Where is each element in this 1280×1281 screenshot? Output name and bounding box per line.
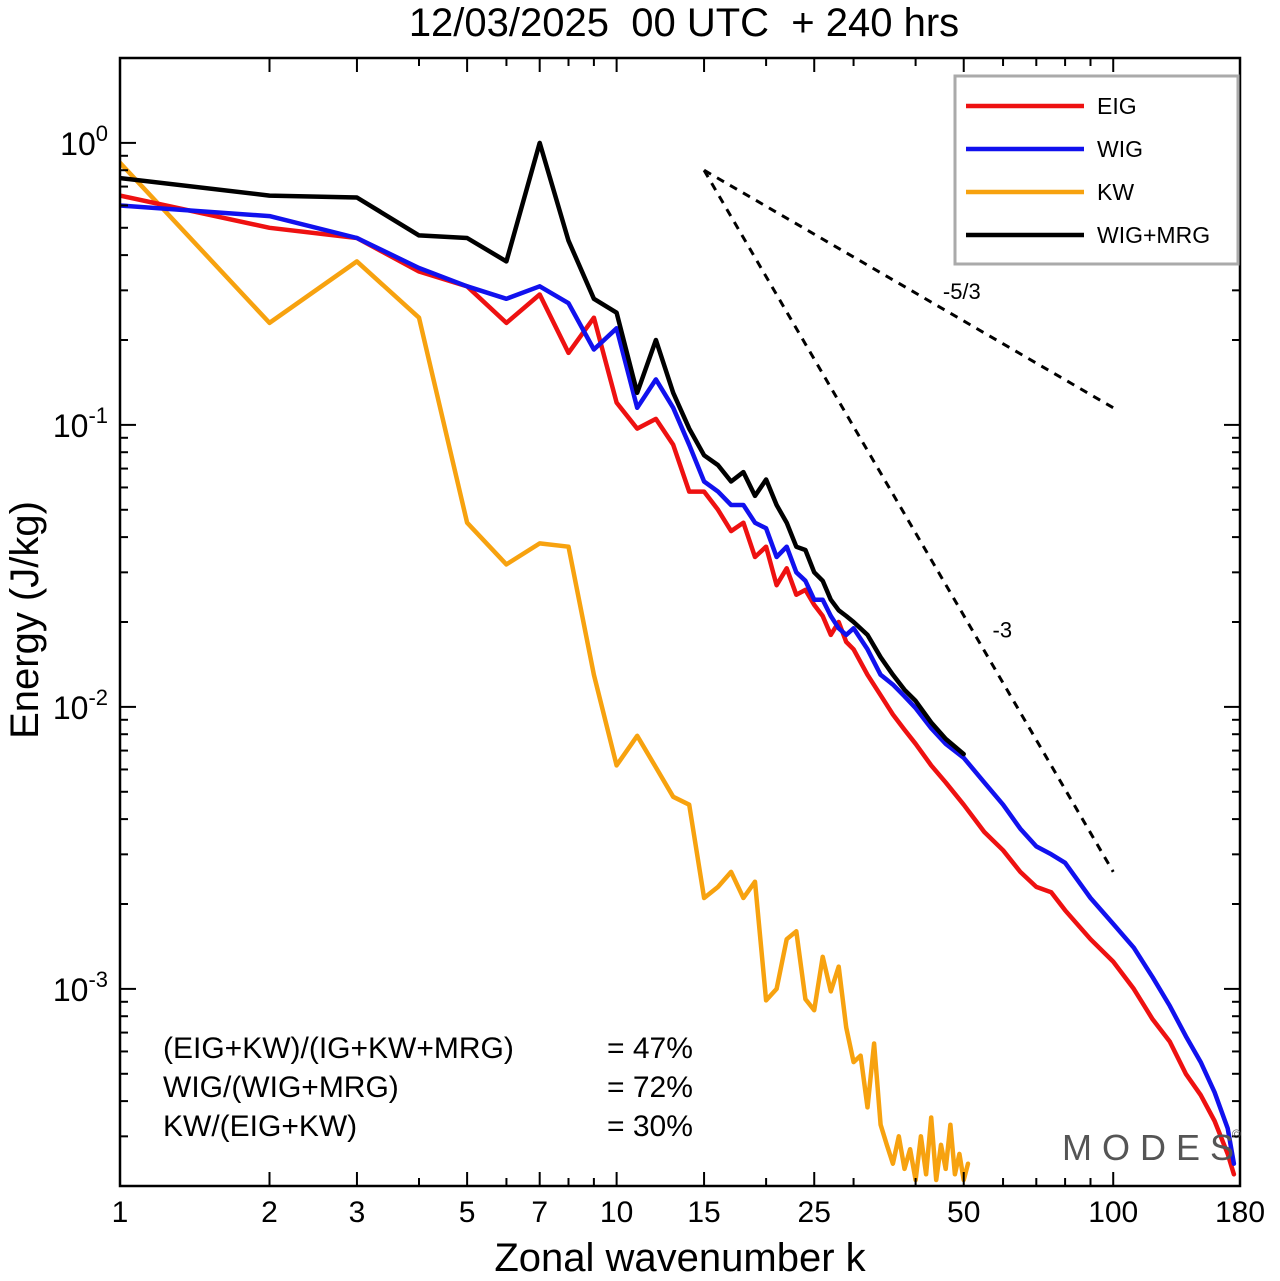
reference-slopes: -5/3 -3: [702, 168, 1115, 873]
series-line-wig: [120, 203, 1237, 1166]
x-tick-label: 10: [600, 1196, 633, 1229]
series-line-eig: [120, 193, 1237, 1177]
y-tick-label: 100: [60, 121, 108, 162]
x-tick-label: 5: [459, 1196, 476, 1229]
x-tick-label: 180: [1215, 1196, 1265, 1229]
y-tick-label: 10-3: [53, 967, 108, 1008]
x-tick-label: 25: [798, 1196, 831, 1229]
ratio-label-3: KW/(EIG+KW): [163, 1110, 357, 1143]
ratio-value-2: = 72%: [607, 1071, 693, 1104]
series-line-wig-mrg: [120, 140, 966, 757]
x-tick-label: 7: [531, 1196, 548, 1229]
ratio-value-1: = 47%: [607, 1032, 693, 1065]
ratio-value-3: = 30%: [607, 1110, 693, 1143]
axes: 1 2 3 5 7 10 15 25 50 100 180 100 10-1 10-2 10-3: [53, 58, 1265, 1229]
legend-label-1: EIG: [1097, 93, 1137, 119]
slope-label-1: -5/3: [943, 279, 981, 304]
x-tick-label: 3: [349, 1196, 366, 1229]
slope-line-2: [702, 169, 1115, 873]
series-line-kw: [120, 160, 971, 1183]
x-tick-label: 100: [1088, 1196, 1138, 1229]
series-layer: [120, 140, 1237, 1183]
slope-line-1: [703, 168, 1114, 410]
copyright-mark: ©: [1232, 1127, 1241, 1141]
x-tick-label: 2: [261, 1196, 278, 1229]
y-tick-label: 10-1: [53, 403, 108, 444]
legend: EIG WIG KW WIG+MRG: [953, 74, 1240, 266]
y-tick-label: 10-2: [53, 685, 108, 726]
x-tick-label: 15: [687, 1196, 720, 1229]
x-axis-label: Zonal wavenumber k: [494, 1236, 866, 1280]
ratio-annotations: (EIG+KW)/(IG+KW+MRG) = 47% WIG/(WIG+MRG) = …: [163, 1032, 693, 1143]
x-tick-label: 1: [112, 1196, 129, 1229]
ratio-label-1: (EIG+KW)/(IG+KW+MRG): [163, 1032, 514, 1065]
y-axis-label: Energy (J/kg): [3, 501, 47, 739]
slope-label-2: -3: [993, 617, 1013, 642]
x-tick-label: 50: [947, 1196, 980, 1229]
chart-title: 12/03/2025 00 UTC + 240 hrs: [409, 1, 959, 45]
legend-label-2: WIG: [1097, 136, 1143, 162]
legend-label-4: WIG+MRG: [1097, 222, 1210, 248]
modes-watermark: M O D E S: [1062, 1127, 1234, 1168]
legend-label-3: KW: [1097, 179, 1134, 205]
ratio-label-2: WIG/(WIG+MRG): [163, 1071, 399, 1104]
